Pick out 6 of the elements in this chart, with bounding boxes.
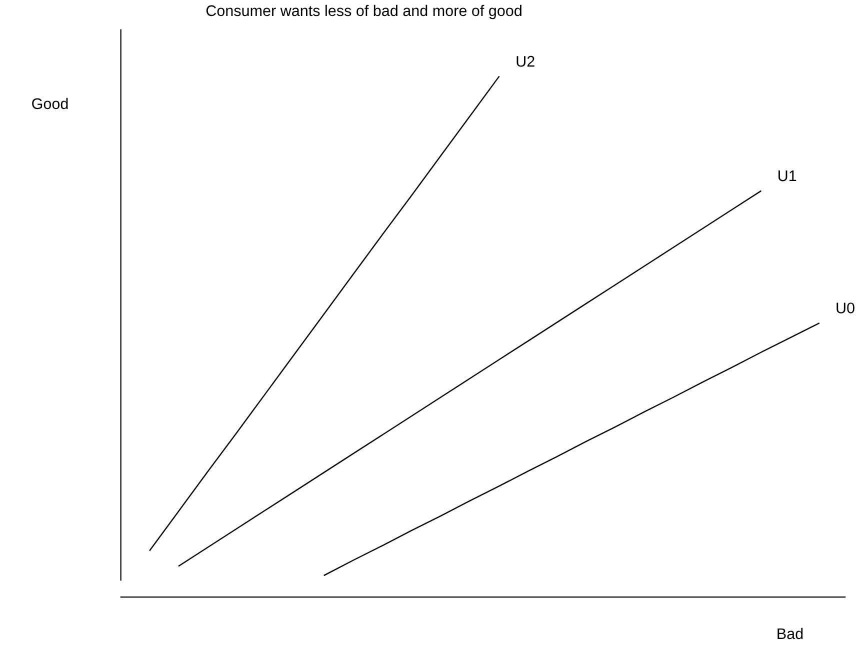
chart-title: Consumer wants less of bad and more of good xyxy=(206,4,522,20)
series-label: U2 xyxy=(516,56,534,67)
series-label: U0 xyxy=(836,302,854,314)
series-label: U1 xyxy=(778,170,796,182)
x-axis-title: Bad xyxy=(778,628,803,640)
y-axis-title: Good xyxy=(32,98,68,110)
